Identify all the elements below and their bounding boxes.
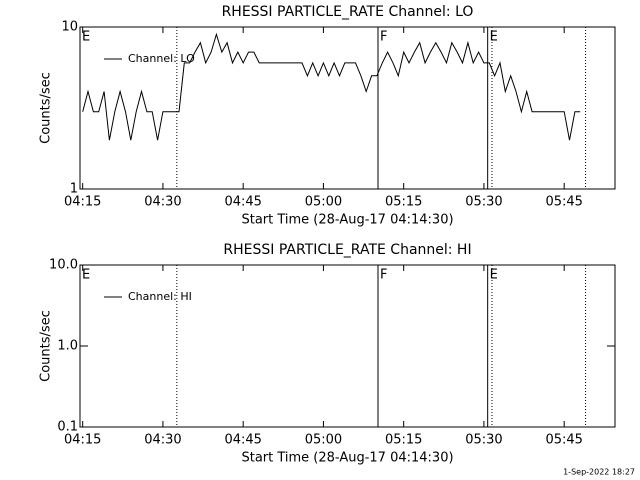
x-tick-label: 05:15 [385,433,422,448]
data-line [82,32,581,141]
flag-label: F [380,268,387,283]
x-axis-label: Start Time (28-Aug-17 04:14:30) [241,451,453,466]
x-tick-label: 05:45 [545,433,582,448]
legend-label: Channel: HI [128,290,192,303]
x-tick-label: 04:45 [224,433,261,448]
chart-title: RHESSI PARTICLE_RATE Channel: LO [222,4,474,20]
flag-label: E [490,30,498,45]
chart-title: RHESSI PARTICLE_RATE Channel: HI [223,242,471,258]
y-axis-label: Counts/sec [39,310,54,382]
x-tick-label: 04:30 [144,195,181,210]
y-tick-label: 10.0 [49,258,78,273]
y-tick-label: 1.0 [57,339,78,354]
x-tick-label: 05:15 [385,195,422,210]
x-tick-label: 05:30 [465,195,502,210]
y-axis-label: Counts/sec [39,72,54,144]
x-tick-label: 04:30 [144,433,181,448]
x-tick-label: 05:45 [545,195,582,210]
flag-label: E [490,268,498,283]
x-tick-label: 05:30 [465,433,502,448]
x-tick-label: 04:15 [64,433,101,448]
y-tick-label: 10 [61,20,78,35]
x-tick-label: 04:45 [224,195,261,210]
flag-label: F [380,30,387,45]
y-tick-label: 1 [70,182,78,197]
legend-label: Channel: LO [128,52,195,65]
flag-label: E [82,30,90,45]
y-tick-label: 0.1 [57,420,78,435]
flag-label: E [82,268,90,283]
x-tick-label: 05:00 [305,433,342,448]
footer: 1-Sep-2022 18:27 [563,468,635,477]
x-axis-label: Start Time (28-Aug-17 04:14:30) [241,213,453,228]
x-tick-label: 04:15 [64,195,101,210]
x-tick-label: 05:00 [305,195,342,210]
